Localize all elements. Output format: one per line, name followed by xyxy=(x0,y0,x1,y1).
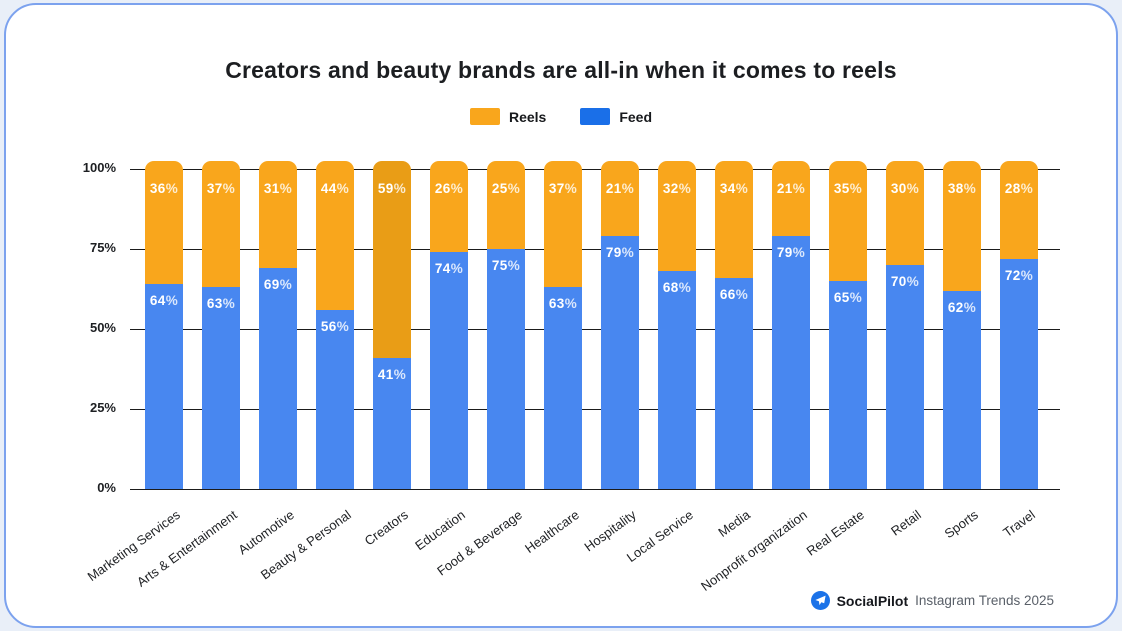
reels-value-label: 59% xyxy=(377,181,407,196)
gridline-100% xyxy=(130,169,1060,170)
feed-segment xyxy=(316,309,354,489)
feed-segment xyxy=(487,249,525,489)
feed-value-label: 75% xyxy=(491,258,521,273)
reels-value-label: 26% xyxy=(434,181,464,196)
plot-area: 0% 25% 50% 75% 100% 36% 64% 37% 63% 31% 69% 44% 56% 5… xyxy=(83,160,1060,495)
legend: Reels Feed xyxy=(6,108,1116,125)
gridline-50% xyxy=(130,329,1060,330)
feed-value-label: 79% xyxy=(605,245,635,261)
reels-value-label: 30% xyxy=(890,181,920,196)
stacked-bar-chart: 0% 25% 50% 75% 100% 36% 64% 37% 63% 31% 69% 44% 56% 5… xyxy=(6,5,1116,626)
bar-nonprofit-organization: 21% 79% xyxy=(772,161,810,489)
bar-travel: 28% 72% xyxy=(1000,161,1038,489)
feed-segment xyxy=(886,265,924,489)
feed-value-label: 64% xyxy=(149,293,179,309)
reels-value-label: 32% xyxy=(662,181,692,196)
gridline-25% xyxy=(130,409,1060,410)
reels-value-label: 34% xyxy=(719,181,749,196)
reels-value-label: 37% xyxy=(548,181,578,196)
bar-arts-entertainment: 37% 63% xyxy=(202,161,240,489)
y-tick-label: 0% xyxy=(97,480,116,495)
socialpilot-send-icon xyxy=(810,591,830,610)
feed-value-label: 68% xyxy=(662,280,692,296)
feed-value-label: 63% xyxy=(206,296,236,312)
footer-brand-name: SocialPilot xyxy=(836,592,909,609)
bar-real-estate: 35% 65% xyxy=(829,161,867,489)
chart-title: Creators and beauty brands are all-in wh… xyxy=(225,57,897,83)
y-tick-label: 100% xyxy=(82,160,116,175)
bar-automotive: 31% 69% xyxy=(259,161,297,489)
feed-value-label: 56% xyxy=(320,318,350,334)
bar-retail: 30% 70% xyxy=(886,161,924,489)
reels-value-label: 31% xyxy=(263,181,293,196)
reels-value-label: 35% xyxy=(833,181,863,196)
bar-marketing-services: 36% 64% xyxy=(145,161,183,489)
feed-segment xyxy=(430,252,468,489)
footer-caption: Instagram Trends 2025 xyxy=(915,593,1054,608)
feed-segment xyxy=(772,236,810,489)
feed-segment xyxy=(202,287,240,489)
reels-value-label: 21% xyxy=(605,181,635,196)
feed-segment xyxy=(145,284,183,489)
feed-value-label: 70% xyxy=(890,274,920,289)
footer-branding: SocialPilot Instagram Trends 2025 xyxy=(810,591,1054,610)
legend-label-reels: Reels xyxy=(508,108,547,125)
y-tick-label: 25% xyxy=(89,400,116,415)
feed-segment xyxy=(715,277,753,489)
bar-creators: 59% 41% xyxy=(373,161,411,489)
feed-segment xyxy=(259,268,297,489)
feed-segment xyxy=(829,281,867,489)
bar-education: 26% 74% xyxy=(430,161,468,489)
feed-swatch-icon xyxy=(580,108,611,125)
bar-local-service: 32% 68% xyxy=(658,161,696,489)
feed-segment xyxy=(1000,258,1038,489)
bar-sports: 38% 62% xyxy=(943,161,981,489)
reels-value-label: 36% xyxy=(149,181,179,196)
gridline-0% xyxy=(130,489,1060,490)
feed-value-label: 69% xyxy=(263,277,293,293)
feed-value-label: 74% xyxy=(434,261,464,277)
legend-label-feed: Feed xyxy=(619,108,653,125)
y-tick-label: 50% xyxy=(89,320,116,335)
feed-value-label: 65% xyxy=(833,290,863,305)
y-tick-label: 75% xyxy=(89,240,116,255)
feed-segment xyxy=(544,287,582,489)
gridline-75% xyxy=(130,249,1060,250)
feed-segment xyxy=(601,236,639,489)
reels-value-label: 38% xyxy=(947,181,977,196)
feed-segment xyxy=(943,290,981,489)
legend-item-reels: Reels xyxy=(469,108,547,125)
feed-segment xyxy=(373,357,411,489)
bar-media: 34% 66% xyxy=(715,161,753,489)
bar-food-beverage: 25% 75% xyxy=(487,161,525,489)
reels-value-label: 37% xyxy=(206,181,236,196)
bar-beauty-personal: 44% 56% xyxy=(316,161,354,489)
feed-value-label: 66% xyxy=(719,286,749,302)
feed-value-label: 41% xyxy=(377,366,407,382)
reels-swatch-icon xyxy=(469,108,500,125)
bar-hospitality: 21% 79% xyxy=(601,161,639,489)
feed-value-label: 63% xyxy=(548,296,578,312)
reels-value-label: 44% xyxy=(320,181,350,196)
reels-value-label: 28% xyxy=(1004,181,1034,196)
reels-value-label: 25% xyxy=(491,181,521,196)
reels-value-label: 21% xyxy=(776,181,806,196)
feed-value-label: 79% xyxy=(776,245,806,261)
chart-card: Creators and beauty brands are all-in wh… xyxy=(4,3,1118,628)
legend-item-feed: Feed xyxy=(580,108,652,125)
bar-healthcare: 37% 63% xyxy=(544,161,582,489)
feed-value-label: 72% xyxy=(1004,267,1034,283)
feed-segment xyxy=(658,271,696,489)
feed-value-label: 62% xyxy=(947,299,977,315)
